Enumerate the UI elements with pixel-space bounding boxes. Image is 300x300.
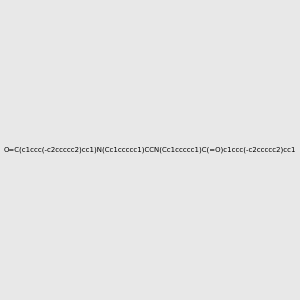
Text: O=C(c1ccc(-c2ccccc2)cc1)N(Cc1ccccc1)CCN(Cc1ccccc1)C(=O)c1ccc(-c2ccccc2)cc1: O=C(c1ccc(-c2ccccc2)cc1)N(Cc1ccccc1)CCN(… bbox=[4, 147, 296, 153]
